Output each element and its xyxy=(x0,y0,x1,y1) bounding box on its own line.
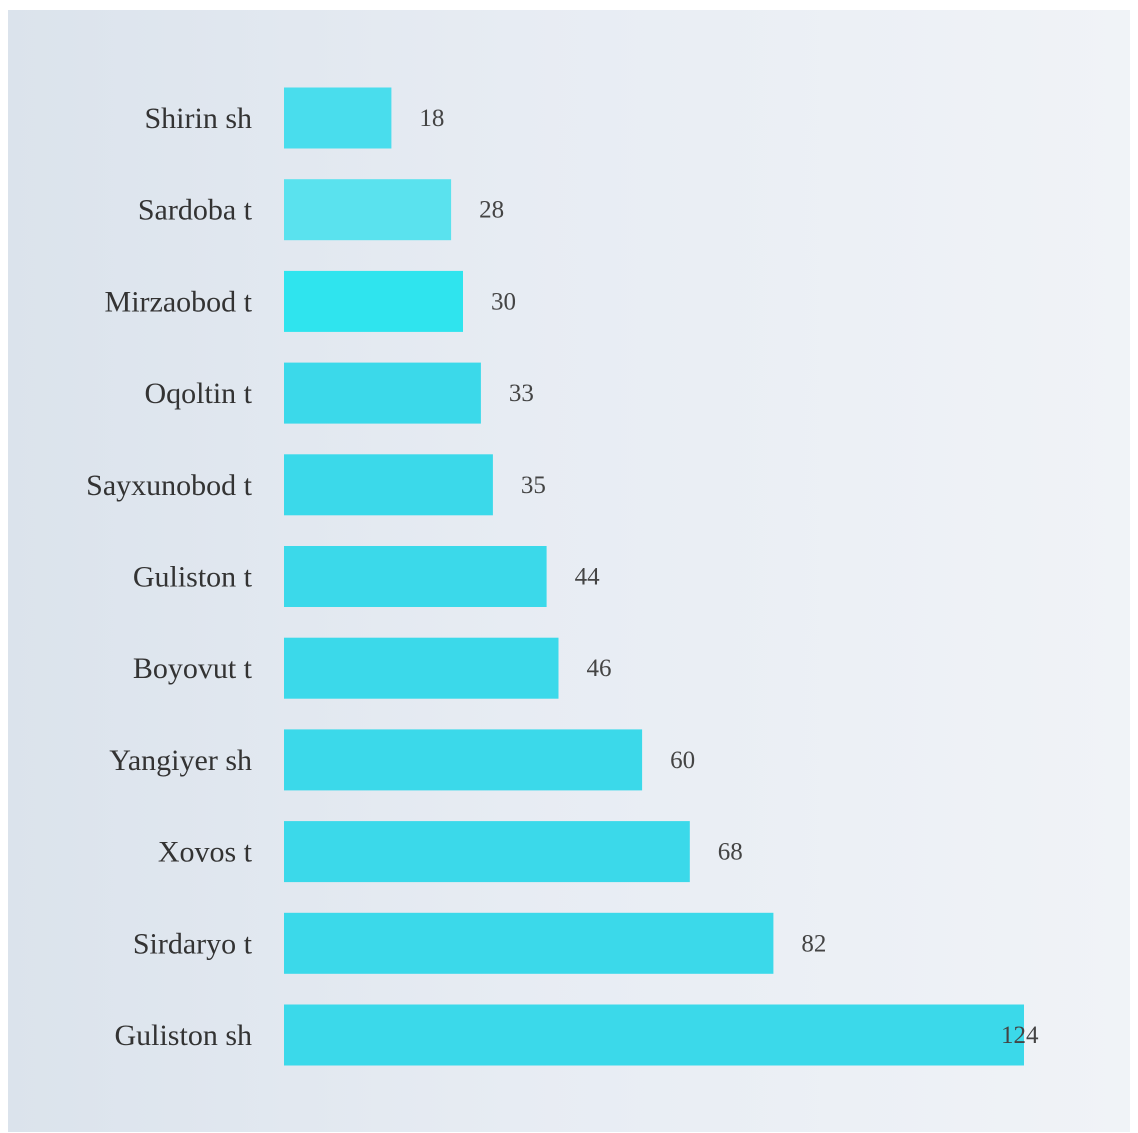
value-label: 60 xyxy=(670,747,695,774)
bar-10 xyxy=(284,1004,1024,1066)
value-label: 33 xyxy=(509,380,534,407)
value-label: 44 xyxy=(575,564,601,591)
bar-5 xyxy=(284,546,547,607)
bar-0 xyxy=(284,87,392,149)
category-label: Yangiyer sh xyxy=(109,744,252,777)
category-label: Boyovut t xyxy=(133,652,253,685)
bar-8 xyxy=(284,821,690,883)
category-labels-group: Shirin sh Sardoba t Mirzaobod t Oqoltin t Sa… xyxy=(86,102,253,1052)
category-label: Oqoltin t xyxy=(144,377,252,410)
category-label: Sirdaryo t xyxy=(133,927,253,960)
bar-3 xyxy=(284,362,481,424)
bar-1 xyxy=(284,179,452,241)
value-labels-group: 18 28 30 33 35 44 46 60 68 82 124 xyxy=(419,105,1039,1049)
category-label: Guliston t xyxy=(133,561,253,594)
category-label: Shirin sh xyxy=(144,102,252,135)
value-label: 124 xyxy=(1001,1022,1039,1049)
bar-7 xyxy=(284,729,643,791)
value-label: 18 xyxy=(419,105,444,132)
value-label: 35 xyxy=(521,472,546,499)
value-label: 82 xyxy=(801,930,826,957)
category-label: Guliston sh xyxy=(114,1019,252,1052)
bar-9 xyxy=(284,912,774,974)
category-label: Xovos t xyxy=(158,836,253,869)
value-label: 46 xyxy=(587,655,612,682)
bar-4 xyxy=(284,454,493,516)
value-label: 68 xyxy=(718,839,743,866)
category-label: Sardoba t xyxy=(138,194,253,227)
value-label: 30 xyxy=(491,288,516,315)
category-label: Sayxunobod t xyxy=(86,469,253,502)
bars-group xyxy=(284,87,1024,1066)
value-label: 28 xyxy=(479,197,504,224)
bar-2 xyxy=(284,270,463,332)
bar-6 xyxy=(284,637,559,699)
category-label: Mirzaobod t xyxy=(105,285,253,318)
